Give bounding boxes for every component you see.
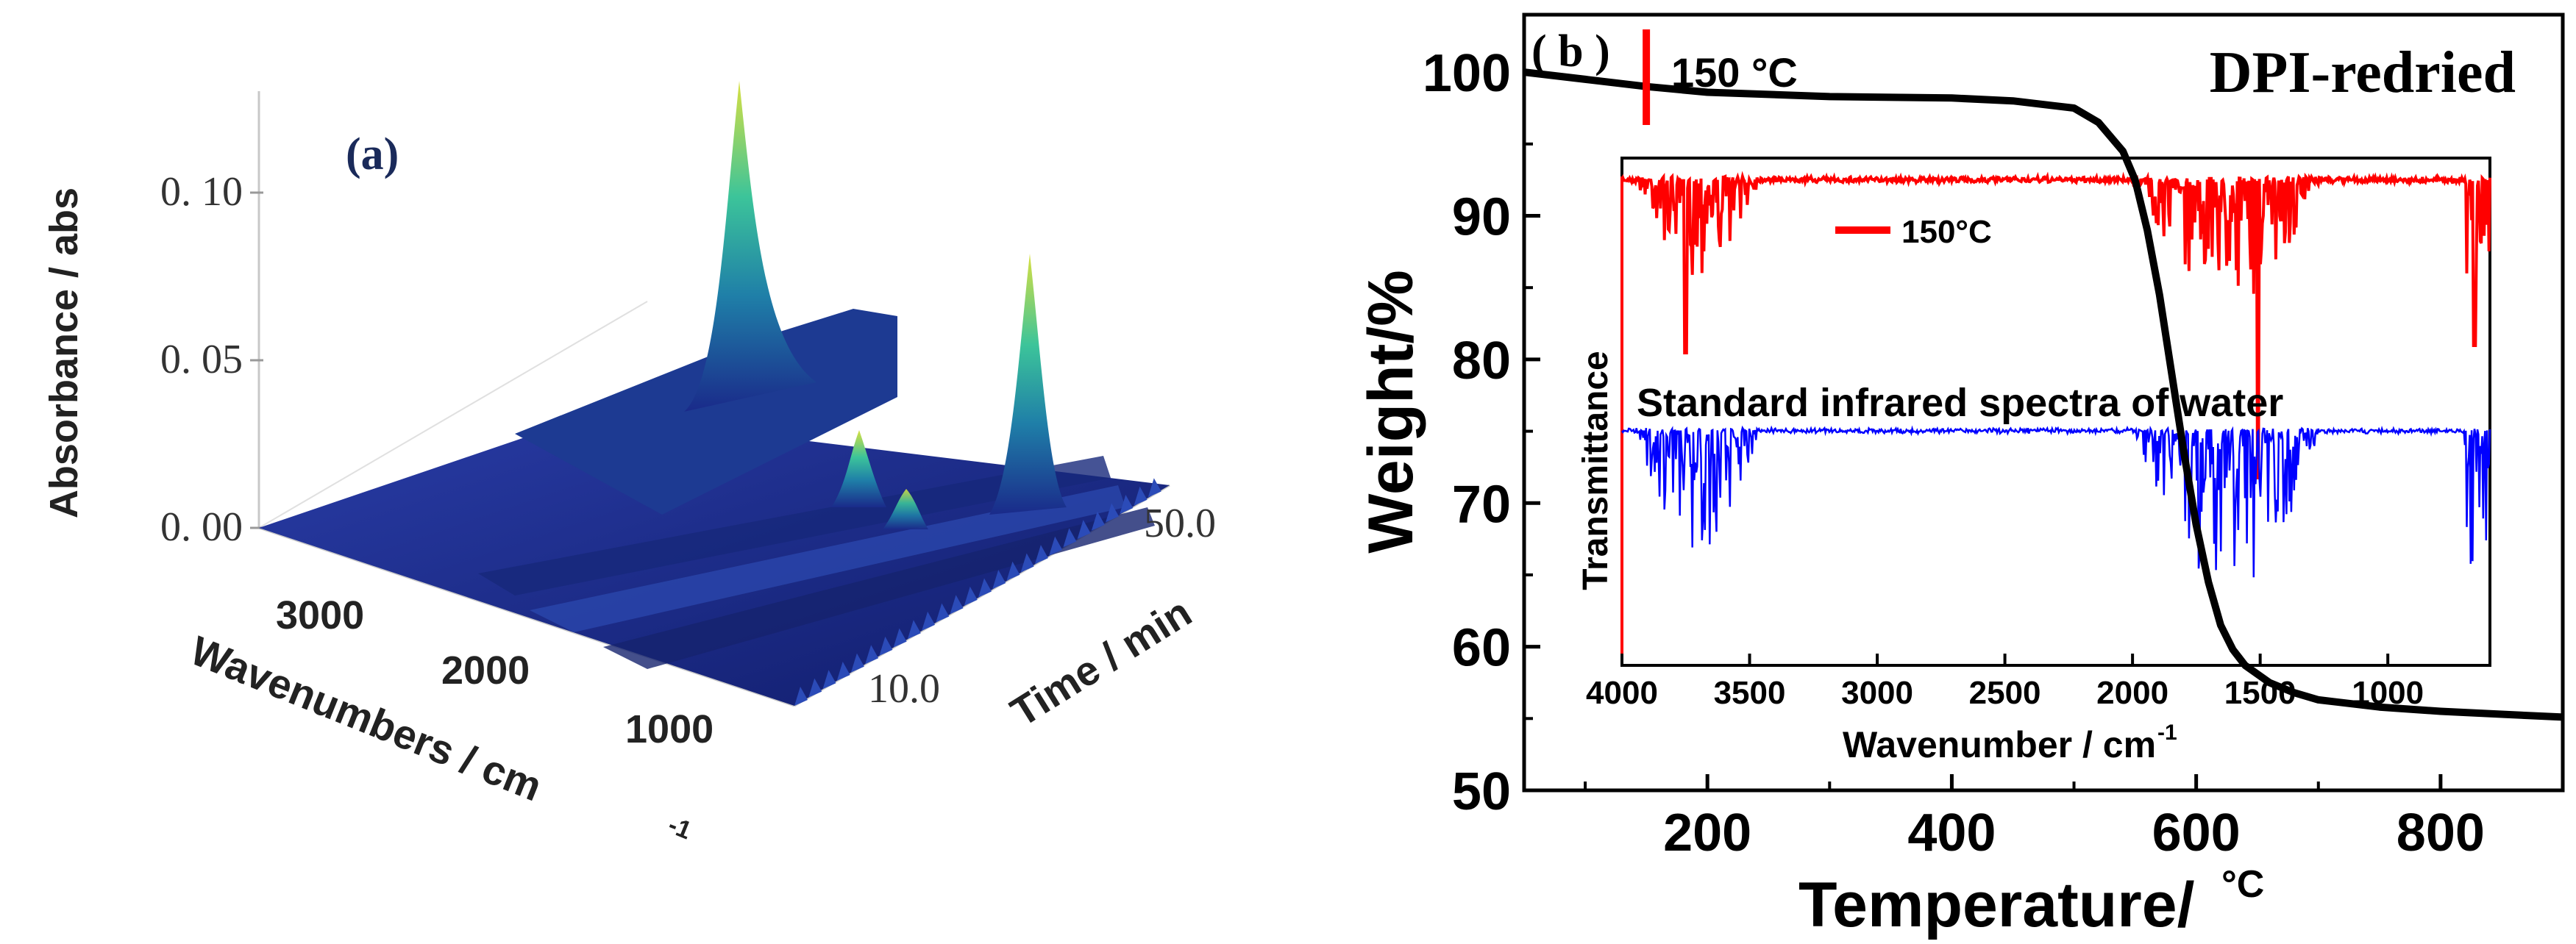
- inset-x-title: Wavenumber / cm: [1843, 724, 2156, 765]
- peak-2350: [684, 81, 816, 412]
- surface-ripple: [1006, 561, 1020, 581]
- inset-x-title-group: Wavenumber / cm -1: [1843, 720, 2177, 765]
- z-tick-label: 0. 05: [160, 337, 243, 382]
- inset-y-title: Transmittance: [1576, 351, 1615, 590]
- surface-ripple: [794, 687, 808, 706]
- surface-ripple: [879, 636, 893, 656]
- surface-ripple: [992, 570, 1006, 590]
- y-tick-labels: 50 60 70 80 90 100: [1423, 44, 1511, 821]
- inset-x-tick-label: 3000: [1841, 675, 1913, 711]
- y-tick-label: 90: [1452, 188, 1511, 247]
- y-axis-title: Time / min: [1003, 589, 1199, 736]
- peak-670: [989, 254, 1067, 515]
- x-axis-title-group: Wavenumbers / cm -1: [185, 627, 696, 845]
- surface-ripple: [1120, 495, 1134, 515]
- surface-ripple: [1091, 511, 1105, 531]
- x-tick-label: 1000: [625, 707, 714, 751]
- inset-legend-label: 150°C: [1901, 214, 1992, 250]
- y-tick-label: 80: [1452, 332, 1511, 390]
- z-tick-label: 0. 10: [160, 169, 243, 215]
- surface-ripple: [850, 653, 864, 673]
- panel-b-label: ( b ): [1531, 26, 1610, 76]
- surface-ripple: [822, 670, 836, 690]
- surface-ripple: [836, 661, 850, 681]
- y-tick-label: 10.0: [868, 666, 940, 712]
- surface-ripple: [1034, 545, 1048, 565]
- x-axis-title-unit: °C: [2221, 863, 2264, 906]
- surface-ripple: [950, 595, 964, 615]
- z-axis-title: Absorbance / abs: [42, 187, 86, 518]
- surface-ripple: [964, 586, 978, 606]
- x-tick-label: 600: [2152, 804, 2241, 862]
- x-tick-label: 800: [2397, 804, 2485, 862]
- x-axis-title: Temperature/: [1798, 870, 2195, 940]
- spectrum-water: [1620, 425, 2491, 578]
- surface-ripple: [978, 578, 992, 598]
- plot-frame: [1522, 12, 2565, 793]
- peak-1750: [831, 430, 886, 507]
- z-tick-label: 0. 00: [160, 504, 243, 550]
- panel-a-surface-chart: (a) 0. 00 0. 05 0. 10 Absorbance / abs 3…: [42, 81, 1216, 845]
- y-axis-title: Weight/%: [1356, 270, 1426, 553]
- chart-title: DPI-redried: [2210, 40, 2516, 105]
- surface-ripple: [936, 603, 950, 623]
- x-axis-title-sup: -1: [664, 811, 695, 845]
- surface-ripple: [1077, 520, 1091, 540]
- x-axis-title-group: Temperature/ °C: [1798, 863, 2264, 940]
- surface-ripple: [865, 645, 879, 665]
- surface-ripple: [1049, 536, 1063, 556]
- inset-x-title-sup: -1: [2157, 720, 2177, 745]
- x-tick-label: 2000: [441, 648, 530, 693]
- inset-x-tick-label: 3500: [1714, 675, 1786, 711]
- surface-ripple: [808, 678, 822, 698]
- x-tick-label: 400: [1907, 804, 1996, 862]
- x-tick-label: 3000: [276, 593, 364, 637]
- y-tick-label: 50: [1452, 762, 1511, 821]
- panel-a-label: (a): [346, 129, 399, 179]
- back-axis-line: [258, 301, 648, 529]
- surface-ripples: [794, 478, 1161, 706]
- axis-ticks: [1524, 70, 2443, 793]
- surface-ripple: [1148, 478, 1161, 498]
- y-tick-label: 60: [1452, 619, 1511, 678]
- surface-ripple: [922, 611, 936, 631]
- spectrum-150c: [1620, 171, 2491, 665]
- surface-ridge: [515, 309, 897, 515]
- inset-water-label: Standard infrared spectra of water: [1637, 381, 2283, 425]
- surface-streak: [478, 456, 1111, 596]
- surface-ripple: [1020, 553, 1034, 573]
- inset-x-tick-label: 2500: [1969, 675, 2041, 711]
- peak-1500: [883, 489, 928, 529]
- surface-streak: [603, 507, 1155, 669]
- surface-streak: [530, 485, 1125, 632]
- inset-x-tick-label: 2000: [2096, 675, 2168, 711]
- surface-ripple: [1106, 503, 1120, 523]
- y-tick-label: 100: [1423, 44, 1511, 103]
- y-tick-label: 70: [1452, 475, 1511, 534]
- surface-ripple: [907, 620, 921, 640]
- marker-label: 150 °C: [1671, 49, 1798, 96]
- inset-x-tick-label: 1500: [2224, 675, 2296, 711]
- surface-ripple: [1063, 528, 1077, 548]
- surface-ripple: [893, 628, 907, 648]
- x-tick-labels: 200 400 600 800: [1663, 804, 2485, 862]
- panel-b-tga-chart: 50 60 70 80 90 100 200 400 600 800 4000 3500 3000 2…: [1356, 12, 2565, 940]
- x-tick-label: 200: [1663, 804, 1751, 862]
- inset-x-tick-label: 4000: [1586, 675, 1658, 711]
- weight-curve: [1523, 68, 2563, 721]
- y-tick-label: 50.0: [1144, 501, 1216, 546]
- surface-ripple: [1134, 486, 1148, 506]
